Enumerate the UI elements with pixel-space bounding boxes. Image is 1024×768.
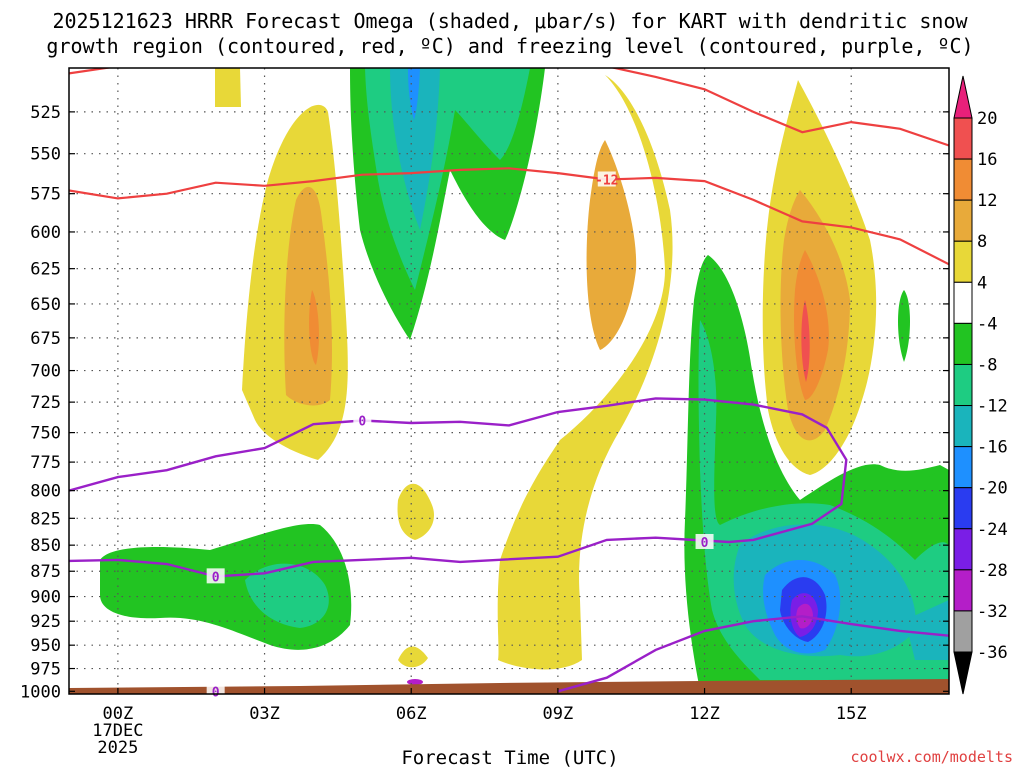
y-tick-label: 600 bbox=[30, 223, 61, 243]
y-tick-label: 750 bbox=[30, 424, 61, 444]
y-tick-label: 575 bbox=[30, 185, 61, 205]
colorbar-label: -36 bbox=[977, 643, 1008, 663]
omega-plume-f-center bbox=[801, 300, 810, 382]
colorbar: 20 16 12 8 4 -4 -8 -12 -16 -20 -24 -28 -32 -36 bbox=[953, 75, 1008, 695]
credit-text: coolwx.com/modelts bbox=[850, 748, 1013, 766]
colorbar-bin bbox=[953, 446, 973, 489]
omega-sink-surface bbox=[407, 679, 423, 685]
contour-label: 0 bbox=[212, 570, 220, 585]
omega-plume-d bbox=[398, 646, 428, 668]
colorbar-label: -8 bbox=[977, 355, 997, 375]
freezing-level-line bbox=[557, 615, 949, 693]
colorbar-bottom-arrow bbox=[953, 651, 973, 695]
contour-label-bg bbox=[695, 533, 714, 549]
omega-plume-e-core bbox=[586, 140, 637, 350]
chart-title-line-2: growth region (contoured, red, ºC) and f… bbox=[46, 34, 973, 58]
colorbar-bin bbox=[953, 610, 973, 653]
x-tick-year: 2025 bbox=[97, 738, 138, 758]
chart-title-line-1: 2025121623 HRRR Forecast Omega (shaded, … bbox=[52, 9, 968, 33]
contour-label: -12 bbox=[595, 173, 618, 188]
terrain bbox=[69, 679, 949, 694]
y-tick-label: 925 bbox=[30, 612, 61, 632]
y-axis: 525 550 575 600 625 650 675 700 725 750 775 800 825 8… bbox=[20, 103, 949, 702]
colorbar-label: -28 bbox=[977, 561, 1008, 581]
dgz-contour-line bbox=[69, 167, 949, 266]
y-tick-label: 625 bbox=[30, 260, 61, 280]
y-tick-label: 800 bbox=[30, 482, 61, 502]
x-tick-label: 00Z bbox=[103, 704, 134, 724]
colorbar-label: 12 bbox=[977, 191, 997, 211]
contours bbox=[69, 68, 949, 693]
x-tick-date: 17DEC bbox=[92, 721, 143, 741]
colorbar-bin bbox=[953, 199, 973, 242]
x-tick-label: 12Z bbox=[689, 704, 720, 724]
y-tick-label: 675 bbox=[30, 329, 61, 349]
y-tick-label: 900 bbox=[30, 588, 61, 608]
omega-shading bbox=[100, 68, 949, 690]
x-tick-label: 06Z bbox=[396, 704, 427, 724]
y-tick-label: 1000 bbox=[20, 682, 61, 702]
colorbar-bin bbox=[953, 240, 973, 283]
x-tick-label: 09Z bbox=[543, 704, 574, 724]
colorbar-label: 20 bbox=[977, 109, 997, 129]
contour-label: 0 bbox=[358, 415, 366, 430]
colorbar-label: -16 bbox=[977, 438, 1008, 458]
y-tick-label: 875 bbox=[30, 562, 61, 582]
omega-plume-b-core bbox=[284, 186, 333, 406]
y-tick-label: 525 bbox=[30, 103, 61, 123]
colorbar-label: 8 bbox=[977, 232, 987, 252]
omega-sink-top-core bbox=[408, 68, 420, 120]
y-tick-label: 825 bbox=[30, 509, 61, 529]
x-tick-label: 03Z bbox=[249, 704, 280, 724]
colorbar-bin bbox=[953, 281, 973, 324]
y-tick-label: 775 bbox=[30, 453, 61, 473]
colorbar-bin bbox=[953, 487, 973, 530]
omega-sink-right-ext bbox=[925, 471, 949, 545]
colorbar-label: 16 bbox=[977, 150, 997, 170]
colorbar-label: 4 bbox=[977, 273, 987, 293]
y-tick-label: 650 bbox=[30, 295, 61, 315]
omega-sink-lowleft-mid bbox=[245, 563, 329, 628]
omega-sink-right-ext-mid bbox=[905, 600, 949, 660]
colorbar-label: -4 bbox=[977, 314, 997, 334]
dgz-contour-line bbox=[69, 68, 949, 147]
y-tick-label: 850 bbox=[30, 536, 61, 556]
plot-frame bbox=[68, 67, 950, 695]
colorbar-label: -12 bbox=[977, 397, 1008, 417]
contour-label: 0 bbox=[212, 685, 220, 700]
x-tick-label: 15Z bbox=[836, 704, 867, 724]
freezing-level-line bbox=[69, 397, 848, 578]
colorbar-label: -24 bbox=[977, 520, 1008, 540]
contour-label: 0 bbox=[701, 536, 709, 551]
colorbar-bin bbox=[953, 569, 973, 612]
contour-label-bg bbox=[597, 171, 616, 187]
contour-label-bg bbox=[206, 568, 225, 584]
omega-sink-top-inner bbox=[390, 68, 440, 230]
omega-plume-b-center bbox=[309, 290, 319, 365]
colorbar-label: -20 bbox=[977, 479, 1008, 499]
colorbar-top-arrow bbox=[953, 75, 973, 119]
colorbar-bin bbox=[953, 322, 973, 365]
omega-plume-c bbox=[397, 483, 435, 540]
omega-plume-a bbox=[215, 68, 241, 107]
y-tick-label: 700 bbox=[30, 362, 61, 382]
omega-plume-e bbox=[497, 75, 673, 670]
colorbar-bin bbox=[953, 405, 973, 448]
colorbar-bin bbox=[953, 363, 973, 407]
y-tick-label: 725 bbox=[30, 393, 61, 413]
colorbar-bin bbox=[953, 528, 973, 571]
contour-label-bg bbox=[353, 412, 372, 428]
y-tick-label: 975 bbox=[30, 660, 61, 680]
colorbar-bin bbox=[953, 158, 973, 201]
omega-sink-blob bbox=[898, 290, 910, 362]
colorbar-bin bbox=[953, 117, 973, 160]
y-tick-label: 550 bbox=[30, 145, 61, 165]
colorbar-label: -32 bbox=[977, 602, 1008, 622]
x-axis-label: Forecast Time (UTC) bbox=[401, 747, 618, 768]
y-tick-label: 950 bbox=[30, 636, 61, 656]
